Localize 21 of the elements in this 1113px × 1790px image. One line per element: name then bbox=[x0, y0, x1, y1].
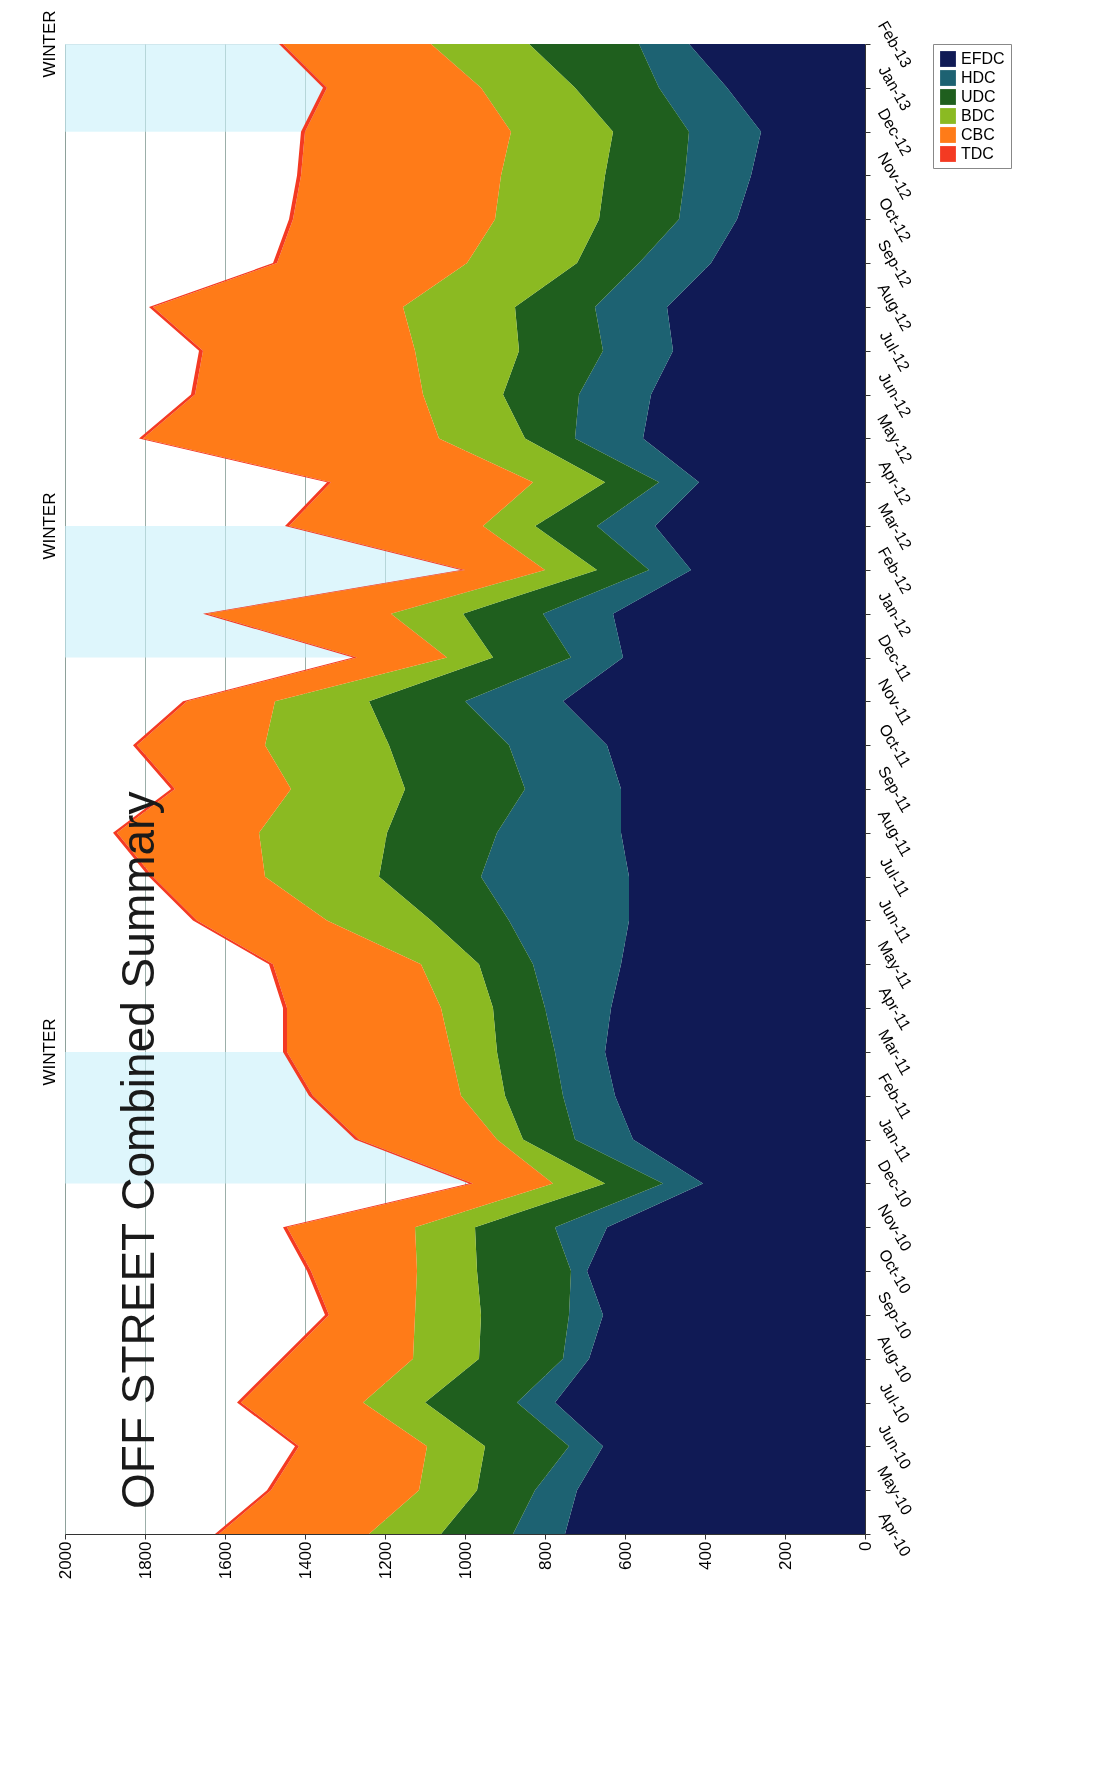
x-tick-label: 1600 bbox=[215, 1541, 235, 1580]
legend-label: EFDC bbox=[961, 50, 1005, 67]
band-label: WINTER bbox=[40, 10, 59, 78]
x-tick-label: 1800 bbox=[135, 1541, 155, 1580]
band-label: WINTER bbox=[40, 492, 59, 560]
x-tick-label: 200 bbox=[775, 1541, 795, 1570]
x-tick-label: 400 bbox=[695, 1541, 715, 1570]
legend-label: CBC bbox=[961, 126, 995, 143]
x-tick-label: 1000 bbox=[455, 1541, 475, 1580]
x-tick-label: 600 bbox=[615, 1541, 635, 1570]
legend-label: UDC bbox=[961, 88, 996, 105]
x-tick-label: 800 bbox=[535, 1541, 555, 1570]
text: OFF STREET Combined Summary bbox=[112, 791, 164, 1509]
x-tick-label: 0 bbox=[855, 1541, 875, 1551]
band-label: WINTER bbox=[40, 1018, 59, 1086]
legend-label: BDC bbox=[961, 107, 995, 124]
legend-label: TDC bbox=[961, 145, 994, 162]
x-tick-label: 1400 bbox=[295, 1541, 315, 1580]
legend-label: HDC bbox=[961, 69, 996, 86]
x-tick-label: 1200 bbox=[375, 1541, 395, 1580]
x-tick-label: 2000 bbox=[55, 1541, 75, 1580]
